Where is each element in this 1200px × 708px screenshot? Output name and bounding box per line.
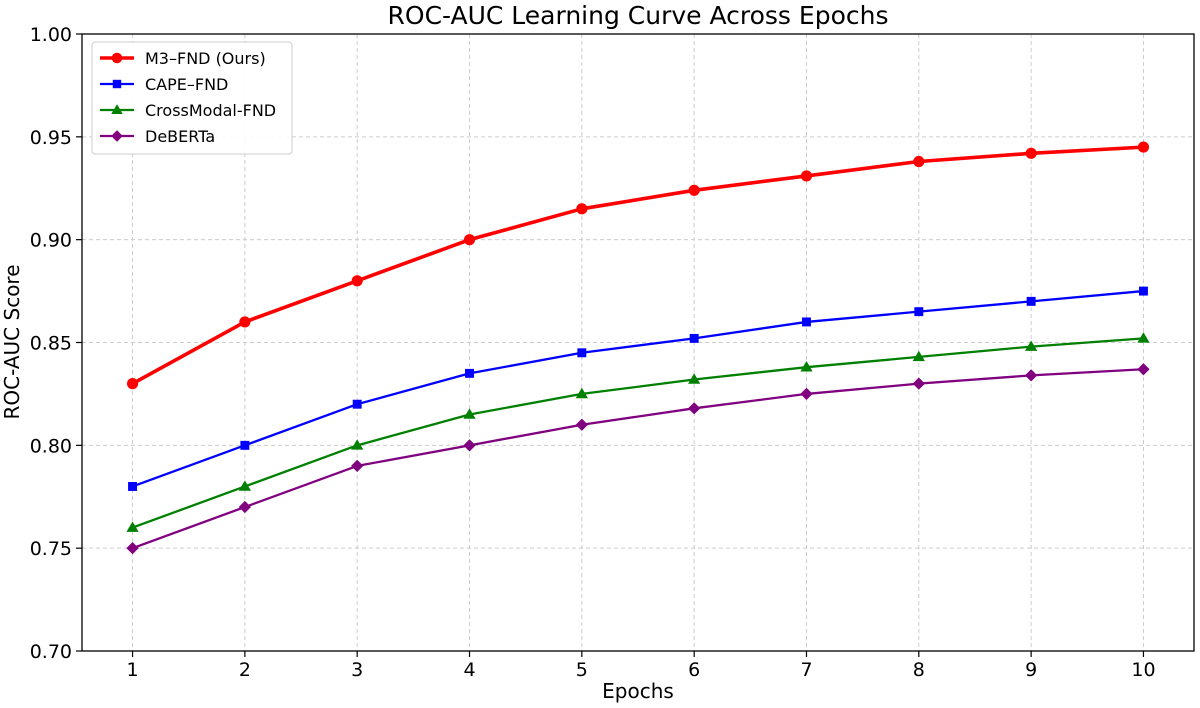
data-point-crossmodal-fnd xyxy=(1137,332,1150,343)
legend-entry-deberta: DeBERTa xyxy=(100,127,215,146)
y-tick-label: 0.95 xyxy=(30,127,72,149)
series-line-crossmodal-fnd xyxy=(131,337,1145,529)
data-point-deberta xyxy=(688,402,701,415)
data-point-crossmodal-fnd xyxy=(351,439,364,450)
data-point-deberta xyxy=(1137,363,1150,376)
data-point-crossmodal-fnd xyxy=(800,361,813,372)
series-line-deberta xyxy=(131,368,1145,550)
data-point-m3-fnd-ours xyxy=(913,155,925,168)
y-tick-label: 0.80 xyxy=(30,435,72,457)
y-tick-label: 0.75 xyxy=(30,538,72,560)
data-point-m3-fnd-ours xyxy=(800,170,813,182)
series-cape-fnd xyxy=(128,286,1148,491)
legend-label: M3–FND (Ours) xyxy=(145,49,266,68)
legend-marker xyxy=(111,104,123,115)
data-point-cape-fnd xyxy=(689,333,699,343)
series-deberta xyxy=(126,363,1150,555)
data-point-cape-fnd xyxy=(1138,286,1148,296)
data-point-cape-fnd xyxy=(577,348,587,358)
y-tick-label: 1.00 xyxy=(30,24,72,46)
x-tick-label: 9 xyxy=(1025,659,1037,681)
legend-entry-cape-fnd: CAPE–FND xyxy=(100,75,228,94)
data-point-deberta xyxy=(351,459,364,473)
chart-title: ROC-AUC Learning Curve Across Epochs xyxy=(388,1,889,30)
data-point-crossmodal-fnd xyxy=(688,373,701,384)
x-tick-label: 6 xyxy=(688,659,700,681)
legend-entry-m3-fnd-ours: M3–FND (Ours) xyxy=(100,49,266,68)
series-line-m3-fnd-ours xyxy=(130,145,1146,386)
data-point-cape-fnd xyxy=(1026,296,1036,306)
legend-entry-crossmodal-fnd: CrossModal-FND xyxy=(100,101,276,120)
data-point-deberta xyxy=(800,387,813,401)
data-point-m3-fnd-ours xyxy=(351,275,363,287)
data-point-m3-fnd-ours xyxy=(463,234,476,246)
x-tick-label: 5 xyxy=(576,659,588,681)
y-axis-label: ROC-AUC Score xyxy=(0,264,24,419)
x-axis-label: Epochs xyxy=(602,679,674,703)
series-m3-fnd-ours xyxy=(126,141,1150,390)
data-point-m3-fnd-ours xyxy=(688,184,700,196)
data-point-crossmodal-fnd xyxy=(1025,340,1038,351)
data-point-m3-fnd-ours xyxy=(126,378,139,390)
data-point-cape-fnd xyxy=(128,482,138,491)
legend-marker xyxy=(112,79,122,89)
data-point-deberta xyxy=(1025,369,1038,382)
legend-marker xyxy=(111,130,123,142)
data-point-m3-fnd-ours xyxy=(1025,147,1037,159)
axes: 1 2 3 4 5 6 7 8 9 10 0.70 0.75 0.80 0.85 0.90 0.95 1.00 xyxy=(30,24,1156,681)
legend-marker xyxy=(111,52,123,64)
data-point-crossmodal-fnd xyxy=(126,521,139,532)
data-point-cape-fnd xyxy=(802,317,811,327)
data-point-cape-fnd xyxy=(465,368,474,378)
x-tick-label: 4 xyxy=(463,659,475,681)
y-tick-label: 0.85 xyxy=(30,333,72,355)
legend-box xyxy=(91,41,293,155)
data-point-m3-fnd-ours xyxy=(576,203,588,215)
y-tick-label: 0.70 xyxy=(30,641,72,663)
data-point-crossmodal-fnd xyxy=(463,408,476,419)
x-tick-label: 3 xyxy=(351,659,363,681)
legend: M3–FND (Ours) CAPE–FND CrossModal-FND DeBER… xyxy=(91,41,293,155)
series-crossmodal-fnd xyxy=(126,332,1150,532)
x-tick-label: 8 xyxy=(913,659,925,681)
data-point-m3-fnd-ours xyxy=(1137,141,1150,153)
x-tick-label: 1 xyxy=(126,659,138,681)
data-point-cape-fnd xyxy=(352,399,362,409)
series-line-cape-fnd xyxy=(131,289,1145,488)
data-point-m3-fnd-ours xyxy=(239,316,251,328)
data-point-deberta xyxy=(463,439,476,452)
data-point-deberta xyxy=(575,418,588,431)
x-tick-label: 7 xyxy=(800,659,812,681)
data-point-crossmodal-fnd xyxy=(912,350,925,362)
data-point-deberta xyxy=(126,542,139,555)
data-point-cape-fnd xyxy=(240,440,250,450)
legend-label: CAPE–FND xyxy=(145,75,228,94)
x-tick-label: 2 xyxy=(239,659,251,681)
legend-label: DeBERTa xyxy=(145,127,215,146)
x-tick-label: 10 xyxy=(1131,659,1155,681)
data-point-crossmodal-fnd xyxy=(575,387,588,399)
series-layer xyxy=(126,141,1150,555)
data-point-deberta xyxy=(912,377,925,390)
data-point-deberta xyxy=(238,500,251,514)
legend-label: CrossModal-FND xyxy=(145,101,276,120)
y-tick-label: 0.90 xyxy=(30,230,72,252)
data-point-cape-fnd xyxy=(914,307,924,317)
data-point-crossmodal-fnd xyxy=(238,480,251,491)
